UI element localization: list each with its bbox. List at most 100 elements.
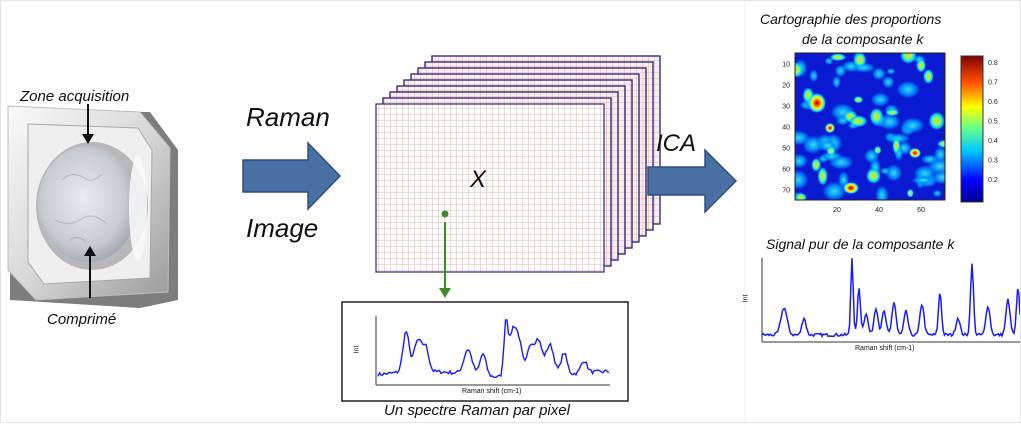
- heatmap-y-ticks: 10 20 30 40 50 60 70: [782, 62, 790, 195]
- spectrum-ylabel: Int: [353, 345, 361, 354]
- raman-label: Raman: [246, 102, 330, 132]
- comprime-pointer: [84, 246, 96, 298]
- tablet-holder: [7, 105, 178, 308]
- zone-acquisition-pointer: [82, 104, 94, 144]
- heatmap-image: [795, 53, 945, 200]
- heatmap-blob: [932, 189, 942, 197]
- signal-ylabel: Int: [742, 294, 750, 303]
- heatmap-y-tick: 40: [782, 125, 790, 132]
- heatmap-blob: [928, 112, 945, 130]
- pixel-spectrum-plot: [341, 301, 629, 402]
- signal-xlabel: Raman shift (cm-1): [855, 345, 915, 352]
- proportion-map: 10 20 30 40 50 60 70 20 40 60 0.8 0.7 0.6 0.5 0.4 0.3…: [782, 52, 998, 214]
- colorbar-tick: 0.4: [988, 138, 998, 145]
- heatmap-blob: [809, 69, 819, 83]
- heatmap-blob: [911, 175, 935, 185]
- heatmap-blob: [853, 53, 867, 68]
- heatmap-blob: [830, 53, 846, 61]
- raman-arrow: [242, 141, 342, 211]
- heatmap-blob: [853, 96, 864, 104]
- heatmap-blob: [900, 117, 925, 134]
- spectrum-box: [341, 301, 629, 402]
- heatmap-blob: [811, 158, 821, 172]
- heatmap-hotspot: [825, 123, 835, 133]
- carto-title-line2: de la composante k: [802, 31, 924, 47]
- heatmap-blob: [866, 168, 881, 184]
- heatmap-blob: [920, 154, 939, 164]
- heatmap-y-tick: 20: [782, 83, 790, 90]
- heatmap-blob: [882, 76, 895, 89]
- carto-title-line1: Cartographie des proportions: [760, 11, 942, 27]
- heatmap-blob: [886, 68, 896, 75]
- tablet-texture: [54, 173, 108, 243]
- ica-arrow: [647, 148, 738, 214]
- heatmap-blobs: [795, 53, 945, 200]
- hyperspectral-image-stack: [375, 55, 661, 273]
- pixel-marker: [441, 210, 449, 218]
- colorbar-tick: 0.8: [988, 60, 998, 67]
- heatmap-blob: [834, 64, 847, 77]
- heatmap-blob: [874, 146, 882, 155]
- heatmap-blob: [795, 170, 809, 190]
- colorbar-ticks: 0.8 0.7 0.6 0.5 0.4 0.3 0.2: [988, 60, 998, 184]
- comprime-label: Comprimé: [47, 311, 117, 328]
- colorbar-tick: 0.6: [988, 99, 998, 106]
- heatmap-blob: [817, 167, 828, 186]
- heatmap-blob: [832, 75, 841, 89]
- signal-title: Signal pur de la composante k: [766, 236, 955, 252]
- heatmap-blob: [875, 185, 889, 200]
- heatmap-blob: [932, 170, 945, 185]
- heatmap-x-ticks: 20 40 60: [833, 207, 925, 214]
- heatmap-blob: [802, 135, 824, 154]
- colorbar-tick: 0.3: [988, 158, 998, 165]
- heatmap-blob: [900, 53, 917, 64]
- heatmap-blob: [795, 62, 804, 78]
- heatmap-blob: [869, 108, 884, 125]
- heatmap-blob: [826, 146, 836, 156]
- heatmap-blob: [824, 57, 834, 65]
- spectre-caption: Un spectre Raman par pixel: [384, 402, 570, 419]
- tablet: [38, 146, 138, 262]
- heatmap-y-tick: 60: [782, 167, 790, 174]
- heatmap-blob: [916, 58, 926, 73]
- heatmap-y-tick: 30: [782, 104, 790, 111]
- heatmap-hotspot: [909, 148, 921, 158]
- colorbar-tick: 0.2: [988, 177, 998, 184]
- image-label: Image: [246, 213, 319, 243]
- heatmap-y-tick: 50: [782, 146, 790, 153]
- ica-label: ICA: [656, 130, 697, 157]
- heatmap-blob: [892, 137, 901, 155]
- heatmap-hotspot: [808, 93, 826, 113]
- matrix-x-label: X: [470, 166, 487, 193]
- heatmap-blob: [828, 155, 854, 170]
- heatmap-x-tick: 40: [875, 207, 883, 214]
- image-layer-front: [375, 103, 605, 273]
- heatmap-blob: [795, 153, 808, 169]
- colorbar-tick: 0.5: [988, 119, 998, 126]
- tablet-highlight: [129, 156, 147, 260]
- heatmap-blob: [906, 189, 914, 198]
- heatmap-blob: [870, 92, 890, 107]
- heatmap-blob: [937, 139, 945, 148]
- heatmap-blob: [849, 115, 868, 127]
- heatmap-blob: [872, 67, 886, 81]
- pixel-to-spectrum-arrow: [439, 210, 451, 298]
- heatmap-x-tick: 60: [917, 207, 925, 214]
- heatmap-x-tick: 20: [833, 207, 841, 214]
- zone-acquisition-label: Zone acquisition: [20, 88, 130, 105]
- pure-signal-plot: [761, 258, 1021, 343]
- heatmap-blob: [795, 192, 807, 200]
- pure-signal-line: [761, 258, 1021, 339]
- heatmap-frame: [794, 52, 946, 201]
- heatmap-blob: [923, 69, 934, 84]
- heatmap-blob: [885, 164, 902, 182]
- colorbar-tick: 0.7: [988, 80, 998, 87]
- colorbar: [960, 55, 984, 203]
- heatmap-y-tick: 70: [782, 188, 790, 195]
- spectrum-xlabel: Raman shift (cm-1): [462, 388, 522, 395]
- heatmap-y-tick: 10: [782, 62, 790, 69]
- heatmap-blob: [885, 109, 900, 116]
- pixel-spectrum-line: [377, 319, 610, 379]
